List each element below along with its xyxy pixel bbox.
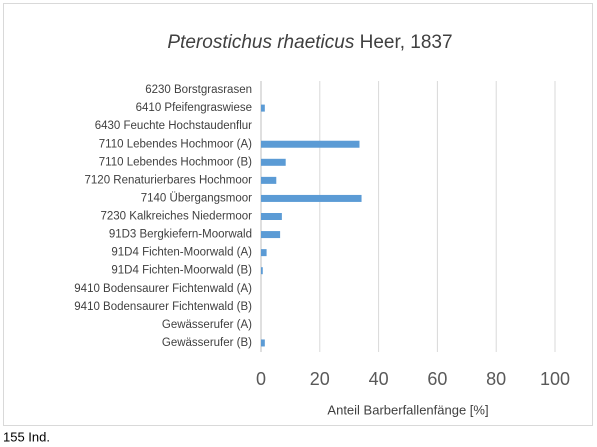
bar: [261, 339, 265, 347]
x-axis-title: Anteil Barberfallenfänge [%]: [327, 402, 488, 417]
y-tick-label: Gewässerufer (B): [162, 337, 252, 349]
y-tick-label: 7120 Renaturierbares Hochmoor: [85, 174, 253, 186]
y-tick-label: 6430 Feuchte Hochstaudenflur: [95, 120, 252, 132]
y-tick-label: 91D4 Fichten-Moorwald (B): [111, 265, 252, 277]
y-tick-label: 6410 Pfeifengraswiese: [136, 102, 252, 114]
x-tick-label: 20: [310, 369, 330, 389]
bar: [261, 231, 281, 239]
y-tick-label: 7110 Lebendes Hochmoor (A): [99, 138, 252, 150]
title-taxon: Pterostichus rhaeticus: [167, 32, 354, 53]
y-tick-label: Gewässerufer (A): [162, 319, 252, 331]
y-tick-label: 7230 Kalkreiches Niedermoor: [101, 211, 253, 223]
bar: [261, 140, 360, 148]
bar: [261, 194, 362, 202]
x-tick-label: 80: [486, 369, 506, 389]
bar: [261, 104, 265, 112]
y-tick-label: 91D4 Fichten-Moorwald (A): [111, 247, 252, 259]
y-tick-label: 7110 Lebendes Hochmoor (B): [99, 156, 252, 168]
bar: [261, 176, 277, 184]
title-author: Heer, 1837: [360, 32, 453, 53]
x-tick-label: 100: [540, 369, 570, 389]
chart-border: [3, 3, 593, 426]
x-tick-label: 60: [427, 369, 447, 389]
bar: [261, 267, 263, 275]
y-tick-label: 9410 Bodensaurer Fichtenwald (B): [74, 301, 252, 313]
bar: [261, 158, 286, 166]
y-tick-label: 91D3 Bergkiefern-Moorwald: [109, 229, 252, 241]
y-tick-label: 6230 Borstgrasrasen: [145, 84, 252, 96]
bar: [261, 213, 282, 220]
bar: [261, 249, 267, 257]
chart-title: Pterostichus rhaeticus Heer, 1837: [167, 32, 452, 53]
x-tick-label: 0: [256, 369, 266, 389]
x-tick-label: 40: [369, 369, 389, 389]
annotation: 155 Ind.: [3, 429, 50, 444]
y-tick-label: 7140 Übergangsmoor: [141, 192, 252, 204]
y-tick-label: 9410 Bodensaurer Fichtenwald (A): [74, 283, 252, 295]
